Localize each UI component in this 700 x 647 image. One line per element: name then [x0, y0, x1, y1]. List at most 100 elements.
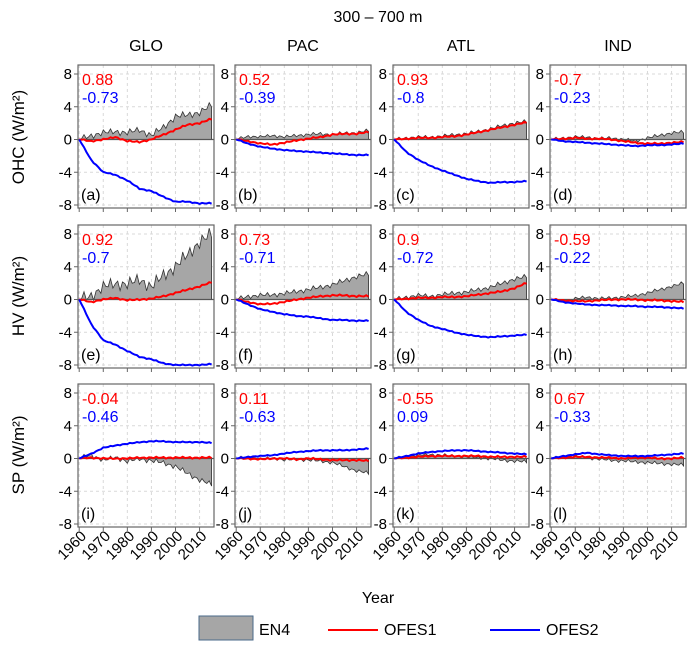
ofes1-correlation: -0.7: [554, 72, 582, 89]
ofes1-correlation: -0.55: [397, 391, 434, 408]
y-tick-label: -8: [59, 357, 72, 374]
y-tick-label: -8: [374, 516, 387, 533]
legend-label-ofes1: OFES1: [384, 622, 437, 639]
ofes1-line: [78, 281, 212, 304]
y-tick-label: -8: [59, 197, 72, 214]
ofes2-line: [78, 138, 212, 205]
ofes1-correlation: 0.73: [239, 232, 270, 249]
ofes1-correlation: 0.67: [554, 391, 585, 408]
panel-frame: [549, 64, 687, 209]
ofes1-line: [394, 120, 527, 141]
panel-frame: [77, 224, 215, 369]
panel-g: 8 4 0 -4 -8 0.9-0.72 (g): [374, 224, 530, 374]
panel-label: (c): [396, 187, 415, 204]
y-tick-label: 4: [379, 418, 387, 435]
x-tick-label: 2010: [490, 528, 526, 564]
y-tick-label: 0: [379, 292, 387, 309]
y-tick-label: 0: [64, 132, 72, 149]
ofes2-correlation: -0.71: [239, 250, 276, 267]
en4-area: [79, 101, 213, 140]
ofes2-line: [393, 138, 527, 185]
y-tick-label: 8: [379, 66, 387, 83]
ofes1-line: [551, 297, 685, 304]
ofes1-correlation: 0.92: [82, 232, 113, 249]
x-tick-label: 2010: [647, 528, 683, 564]
y-tick-label: 4: [379, 99, 387, 116]
y-tick-label: 0: [64, 292, 72, 309]
ofes2-correlation: -0.8: [397, 90, 425, 107]
legend: EN4 OFES1 OFES2: [198, 615, 599, 641]
y-tick-label: 8: [379, 385, 387, 402]
ofes2-correlation: 0.09: [397, 409, 428, 426]
y-tick-label: -4: [531, 483, 544, 500]
ofes2-correlation: -0.46: [82, 409, 119, 426]
y-tick-label: -4: [59, 483, 72, 500]
panel-label: (g): [396, 347, 416, 364]
y-tick-label: 8: [536, 385, 544, 402]
y-tick-label: -8: [374, 357, 387, 374]
panel-frame: [77, 383, 215, 528]
y-tick-label: -8: [216, 357, 229, 374]
ofes2-correlation: -0.33: [554, 409, 591, 426]
y-tick-label: 4: [536, 259, 544, 276]
ofes1-line: [236, 130, 370, 146]
panel-j: 840-4-81960197019801990200020100.11-0.63…: [211, 383, 372, 564]
y-tick-label: 8: [64, 385, 72, 402]
y-tick-label: 0: [536, 451, 544, 468]
y-tick-label: -4: [374, 164, 387, 181]
x-tick-label: 2010: [175, 528, 211, 564]
legend-swatch-en4: [198, 615, 254, 641]
panel-frame: [234, 64, 372, 209]
panel-d: 8 4 0 -4 -8 -0.7-0.23 (d): [531, 64, 687, 214]
y-tick-label: -4: [374, 483, 387, 500]
y-tick-label: 8: [379, 226, 387, 243]
ofes2-line: [550, 298, 685, 310]
y-tick-label: 4: [64, 259, 72, 276]
y-tick-label: 4: [64, 418, 72, 435]
panel-label: (j): [238, 506, 252, 523]
y-tick-label: 0: [64, 451, 72, 468]
y-tick-label: -4: [216, 483, 229, 500]
ofes1-line: [236, 456, 370, 463]
y-tick-label: 0: [221, 132, 229, 149]
panel-frame: [234, 224, 372, 369]
panel-label: (b): [238, 187, 258, 204]
panel-frame: [392, 383, 530, 528]
y-tick-label: 8: [221, 385, 229, 402]
panel-f: 8 4 0 -4 -8 0.73-0.71 (f): [216, 224, 372, 374]
ofes2-line: [393, 298, 527, 339]
y-tick-label: 0: [221, 451, 229, 468]
legend-label-en4: EN4: [259, 622, 290, 639]
ofes2-line: [235, 138, 369, 157]
ofes1-line: [79, 117, 212, 144]
x-axis-label: Year: [362, 590, 395, 607]
panel-frame: [77, 64, 215, 209]
y-tick-label: -4: [531, 164, 544, 181]
panel-frame: [392, 224, 530, 369]
panel-label: (l): [553, 506, 567, 523]
y-tick-label: -8: [531, 197, 544, 214]
y-tick-label: 4: [64, 99, 72, 116]
y-tick-label: -8: [216, 516, 229, 533]
ofes2-line: [550, 451, 684, 460]
panel-h: 8 4 0 -4 -8 -0.59-0.22 (h): [531, 224, 687, 374]
chart-title: 300 – 700 m: [334, 9, 423, 26]
panel-c: 8 4 0 -4 -8 0.93-0.8 (c): [374, 64, 530, 214]
y-tick-label: -4: [216, 324, 229, 341]
ofes1-correlation: 0.93: [397, 72, 428, 89]
y-tick-label: 0: [536, 132, 544, 149]
x-tick-label: 2010: [332, 528, 368, 564]
panel-k: 840-4-8196019701980199020002010-0.550.09…: [369, 383, 530, 564]
panel-frame: [549, 224, 687, 369]
y-tick-label: 0: [536, 292, 544, 309]
y-tick-label: -8: [59, 516, 72, 533]
ofes2-correlation: -0.39: [239, 90, 276, 107]
y-tick-label: 0: [221, 292, 229, 309]
ofes2-line: [393, 448, 528, 460]
y-tick-label: 0: [379, 451, 387, 468]
ofes1-line: [394, 282, 527, 301]
y-tick-label: 8: [64, 66, 72, 83]
panel-a: 8 4 0 -4 -8 0.88-0.73 (a): [59, 64, 215, 214]
y-tick-label: -8: [531, 357, 544, 374]
